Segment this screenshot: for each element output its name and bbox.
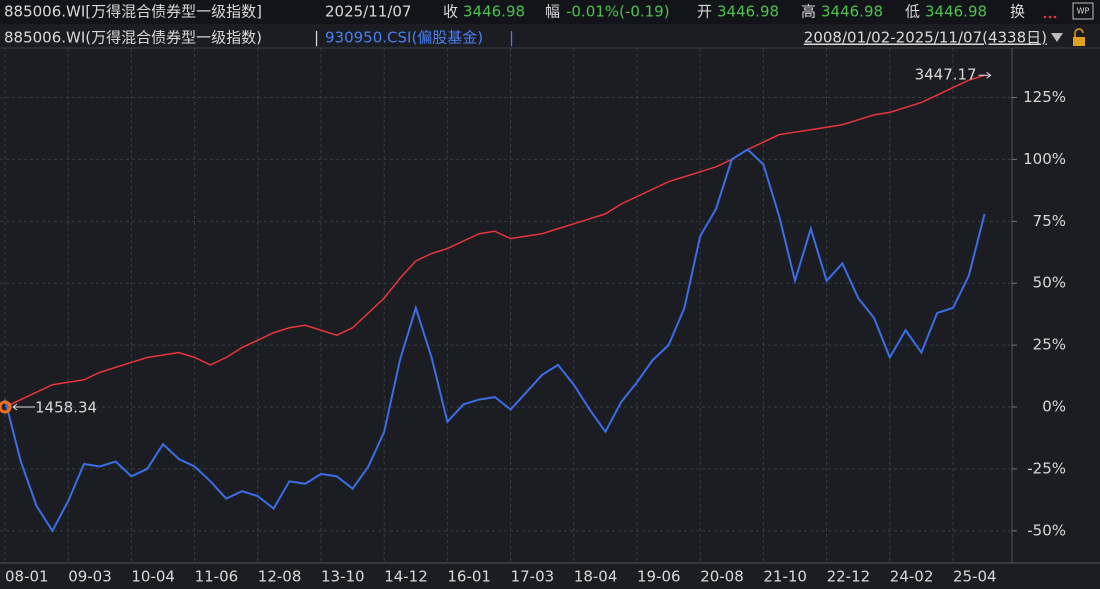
dropdown[interactable] xyxy=(1051,33,1063,42)
value: 3446.98 xyxy=(717,3,779,21)
y-tick-label: 75% xyxy=(1033,212,1066,230)
label: 幅 xyxy=(545,3,560,21)
more-dot[interactable] xyxy=(1043,15,1047,19)
annotation: 1458.34 xyxy=(35,399,97,417)
x-tick-label: 18-04 xyxy=(574,568,618,586)
x-tick-label: 08-01 xyxy=(5,568,49,586)
separator: | xyxy=(314,29,319,47)
date: 2025/11/07 xyxy=(325,3,411,21)
x-tick-label: 24-02 xyxy=(890,568,934,586)
date-range[interactable]: 2008/01/02-2025/11/07(4338日) xyxy=(804,29,1047,47)
index-name: 885006.WI[万得混合债券型一级指数] xyxy=(4,3,262,21)
y-tick-label: -50% xyxy=(1027,521,1066,539)
label: 收 xyxy=(443,3,458,21)
more-dot xyxy=(1048,15,1052,19)
value: 3446.98 xyxy=(821,3,883,21)
annotation-arrow xyxy=(12,403,35,411)
y-tick-label: 25% xyxy=(1033,336,1066,354)
x-tick-label: 22-12 xyxy=(827,568,871,586)
header-bar xyxy=(0,0,1100,24)
x-tick-label: 09-03 xyxy=(68,568,112,586)
y-tick-label: 50% xyxy=(1033,274,1066,292)
icon-box[interactable] xyxy=(1072,2,1094,20)
label: 低 xyxy=(905,3,920,21)
lock-icon[interactable] xyxy=(1073,37,1085,46)
x-tick-label: 16-01 xyxy=(447,568,491,586)
x-tick-label: 14-12 xyxy=(384,568,428,586)
value: 3446.98 xyxy=(925,3,987,21)
y-tick-label: 125% xyxy=(1023,88,1066,106)
x-tick-label: 21-10 xyxy=(763,568,807,586)
x-tick-label: 13-10 xyxy=(321,568,365,586)
value: -0.01%(-0.19) xyxy=(566,3,670,21)
label: 开 xyxy=(697,3,712,21)
start-marker xyxy=(0,400,12,414)
separator: | xyxy=(509,29,514,47)
lock-icon xyxy=(1074,28,1084,37)
series-line xyxy=(4,74,985,408)
legend-entry: 885006.WI(万得混合债券型一级指数) xyxy=(4,29,262,47)
legend-entry: 930950.CSI(偏股基金) xyxy=(325,29,483,47)
y-tick-label: 100% xyxy=(1023,150,1066,168)
x-tick-label: 11-06 xyxy=(195,568,239,586)
x-tick-label: 19-06 xyxy=(637,568,681,586)
label: 换 xyxy=(1010,3,1025,21)
x-tick-label: 20-08 xyxy=(700,568,744,586)
annotation: 3447.17 xyxy=(915,66,977,84)
value: 3446.98 xyxy=(463,3,525,21)
y-tick-label: 0% xyxy=(1042,398,1066,416)
x-tick-label: 12-08 xyxy=(258,568,302,586)
x-tick-label: 17-03 xyxy=(511,568,555,586)
annotation-arrow xyxy=(978,71,992,79)
y-tick-label: -25% xyxy=(1027,459,1066,477)
x-tick-label: 25-04 xyxy=(953,568,997,586)
icon: WP xyxy=(1077,7,1090,16)
series-line xyxy=(4,148,986,533)
more-dot xyxy=(1053,15,1057,19)
label: 高 xyxy=(801,3,816,21)
x-tick-label: 10-04 xyxy=(131,568,175,586)
